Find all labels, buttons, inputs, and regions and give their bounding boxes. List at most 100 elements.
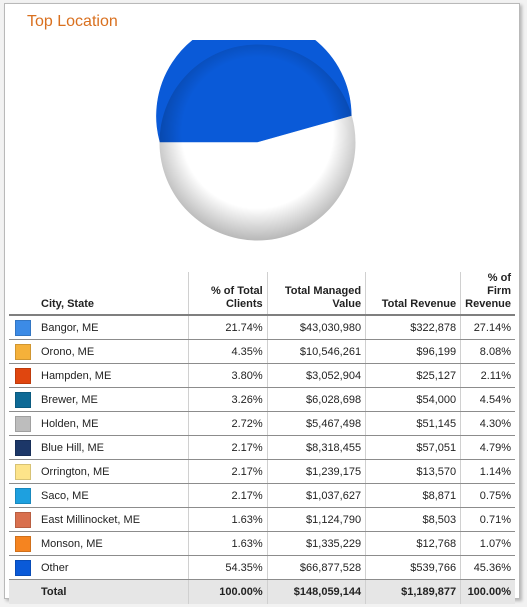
- col-header-pct-revenue[interactable]: % of Firm Revenue: [460, 272, 515, 316]
- legend-swatch: [15, 343, 31, 360]
- legend-swatch: [15, 487, 31, 504]
- table-row[interactable]: Holden, ME 2.72% $5,467,498 $51,145 4.30…: [9, 411, 515, 436]
- cell-revenue: $25,127: [365, 363, 461, 388]
- cell-pct-clients: 54.35%: [187, 555, 268, 580]
- table-row[interactable]: East Millinocket, ME 1.63% $1,124,790 $8…: [9, 507, 515, 532]
- col-header-pct-clients[interactable]: % of Total Clients: [187, 272, 268, 316]
- cell-pct-clients: 21.74%: [187, 315, 268, 340]
- table-row[interactable]: Bangor, ME 21.74% $43,030,980 $322,878 2…: [9, 315, 515, 340]
- legend-swatch: [15, 535, 31, 552]
- cell-pct-revenue: 27.14%: [460, 315, 515, 340]
- location-table: City, State % of Total Clients Total Mana…: [9, 272, 515, 604]
- cell-revenue: $13,570: [365, 459, 461, 484]
- cell-managed-value: $1,239,175: [266, 459, 366, 484]
- cell-pct-revenue: 8.08%: [460, 339, 515, 364]
- col-header-managed-line1: Total Managed: [284, 285, 362, 297]
- col-header-pct-clients-line2: Clients: [225, 298, 263, 310]
- cell-pct-revenue: 4.30%: [460, 411, 515, 436]
- cell-managed-value: $3,052,904: [266, 363, 366, 388]
- total-label: Total: [9, 579, 189, 604]
- cell-revenue: $96,199: [365, 339, 461, 364]
- city-name: Holden, ME: [41, 417, 99, 430]
- cell-pct-clients: 4.35%: [187, 339, 268, 364]
- cell-managed-value: $1,335,229: [266, 531, 366, 556]
- cell-city: Brewer, ME: [9, 387, 189, 412]
- cell-pct-revenue: 0.75%: [460, 483, 515, 508]
- cell-pct-revenue: 1.07%: [460, 531, 515, 556]
- cell-managed-value: $43,030,980: [266, 315, 366, 340]
- city-name: Hampden, ME: [41, 369, 112, 382]
- city-name: Monson, ME: [41, 537, 103, 550]
- cell-city: Blue Hill, ME: [9, 435, 189, 460]
- legend-swatch: [15, 511, 31, 528]
- cell-city: Hampden, ME: [9, 363, 189, 388]
- col-header-pct-revenue-line2: Revenue: [465, 298, 511, 310]
- cell-revenue: $57,051: [365, 435, 461, 460]
- table-row[interactable]: Hampden, ME 3.80% $3,052,904 $25,127 2.1…: [9, 363, 515, 388]
- pie-slice-other[interactable]: [155, 40, 353, 143]
- city-name: Saco, ME: [41, 489, 89, 502]
- cell-pct-clients: 1.63%: [187, 507, 268, 532]
- cell-managed-value: $66,877,528: [266, 555, 366, 580]
- cell-revenue: $51,145: [365, 411, 461, 436]
- cell-pct-revenue: 2.11%: [460, 363, 515, 388]
- cell-revenue: $322,878: [365, 315, 461, 340]
- cell-managed-value: $6,028,698: [266, 387, 366, 412]
- table-row[interactable]: Blue Hill, ME 2.17% $8,318,455 $57,051 4…: [9, 435, 515, 460]
- cell-revenue: $539,766: [365, 555, 461, 580]
- col-header-city[interactable]: City, State: [9, 272, 189, 316]
- cell-managed-value: $5,467,498: [266, 411, 366, 436]
- city-name: Other: [41, 561, 69, 574]
- table-row[interactable]: Saco, ME 2.17% $1,037,627 $8,871 0.75%: [9, 483, 515, 508]
- cell-pct-clients: 2.17%: [187, 435, 268, 460]
- cell-pct-clients: 1.63%: [187, 531, 268, 556]
- col-header-pct-clients-line1: % of Total: [210, 285, 263, 297]
- city-name: Brewer, ME: [41, 393, 98, 406]
- total-pct-revenue: 100.00%: [460, 579, 515, 604]
- cell-city: Monson, ME: [9, 531, 189, 556]
- col-header-managed-value[interactable]: Total Managed Value: [266, 272, 366, 316]
- legend-swatch: [15, 319, 31, 336]
- legend-swatch: [15, 367, 31, 384]
- table-row[interactable]: Orrington, ME 2.17% $1,239,175 $13,570 1…: [9, 459, 515, 484]
- total-row: Total 100.00% $148,059,144 $1,189,877 10…: [9, 579, 515, 604]
- table-row[interactable]: Orono, ME 4.35% $10,546,261 $96,199 8.08…: [9, 339, 515, 364]
- legend-swatch: [15, 391, 31, 408]
- top-location-panel: Top Location City, State % of Total Clien…: [4, 3, 520, 604]
- cell-city: Orrington, ME: [9, 459, 189, 484]
- cell-city: Bangor, ME: [9, 315, 189, 340]
- cell-pct-clients: 2.17%: [187, 459, 268, 484]
- col-header-revenue-label: Total Revenue: [381, 298, 457, 310]
- city-name: East Millinocket, ME: [41, 513, 141, 526]
- cell-revenue: $54,000: [365, 387, 461, 412]
- cell-managed-value: $10,546,261: [266, 339, 366, 364]
- city-name: Orrington, ME: [41, 465, 110, 478]
- table-row[interactable]: Monson, ME 1.63% $1,335,229 $12,768 1.07…: [9, 531, 515, 556]
- legend-swatch: [15, 463, 31, 480]
- cell-pct-clients: 3.26%: [187, 387, 268, 412]
- legend-swatch: [15, 439, 31, 456]
- panel-title: Top Location: [27, 13, 118, 30]
- cell-city: Saco, ME: [9, 483, 189, 508]
- cell-revenue: $8,871: [365, 483, 461, 508]
- cell-pct-revenue: 4.54%: [460, 387, 515, 412]
- cell-managed-value: $1,037,627: [266, 483, 366, 508]
- cell-pct-clients: 2.72%: [187, 411, 268, 436]
- pie-chart[interactable]: [155, 40, 360, 245]
- cell-pct-revenue: 45.36%: [460, 555, 515, 580]
- table-row[interactable]: Other 54.35% $66,877,528 $539,766 45.36%: [9, 555, 515, 580]
- cell-revenue: $8,503: [365, 507, 461, 532]
- pie-chart-container: [155, 40, 360, 245]
- cell-pct-revenue: 0.71%: [460, 507, 515, 532]
- col-header-city-label: City, State: [41, 298, 94, 310]
- cell-pct-clients: 2.17%: [187, 483, 268, 508]
- total-pct-clients: 100.00%: [187, 579, 268, 604]
- city-name: Orono, ME: [41, 345, 95, 358]
- col-header-revenue[interactable]: Total Revenue: [365, 272, 461, 316]
- col-header-pct-revenue-line1: % of Firm: [487, 272, 511, 297]
- cell-pct-clients: 3.80%: [187, 363, 268, 388]
- cell-pct-revenue: 1.14%: [460, 459, 515, 484]
- table-row[interactable]: Brewer, ME 3.26% $6,028,698 $54,000 4.54…: [9, 387, 515, 412]
- cell-city: Orono, ME: [9, 339, 189, 364]
- table-header-row: City, State % of Total Clients Total Mana…: [9, 272, 515, 316]
